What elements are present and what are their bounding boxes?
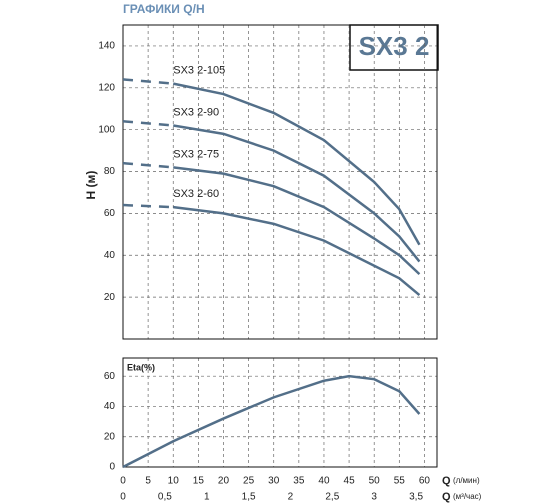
x2-axis-label: Q <box>442 491 451 503</box>
x-tick-label: 20 <box>218 476 230 487</box>
x-tick-label: 25 <box>243 476 255 487</box>
curve <box>122 120 174 127</box>
x-tick-label: 5 <box>145 476 151 487</box>
badge-box <box>349 24 439 71</box>
y-axis-label: Eta(%) <box>127 362 155 372</box>
y-tick-label: 140 <box>98 41 115 52</box>
x-tick-label: 0 <box>120 476 126 487</box>
curve <box>122 161 174 169</box>
curve <box>122 78 174 85</box>
curve <box>172 82 421 246</box>
series-label: SX3 2-60 <box>173 188 219 200</box>
plot-frame <box>122 24 438 340</box>
x2-tick-label: 2,5 <box>325 492 339 503</box>
x2-tick-label: 3 <box>371 492 377 503</box>
x2-tick-label: 1 <box>204 492 210 503</box>
y-tick-label: 60 <box>104 371 116 382</box>
x2-axis-unit: (м³/час) <box>453 492 482 501</box>
curve <box>122 374 421 469</box>
y-axis-label: H (м) <box>84 171 98 200</box>
x-tick-label: 45 <box>344 476 356 487</box>
x-tick-label: 30 <box>268 476 280 487</box>
x2-tick-label: 3,5 <box>409 492 423 503</box>
y-tick-label: 120 <box>98 82 115 93</box>
x-tick-label: 10 <box>168 476 180 487</box>
series-label: SX3 2-105 <box>173 65 225 77</box>
x-tick-label: 40 <box>318 476 330 487</box>
x-axis-label: Q <box>442 475 451 487</box>
y-tick-label: 60 <box>104 208 116 219</box>
x-tick-label: 35 <box>293 476 305 487</box>
y-tick-label: 40 <box>104 401 116 412</box>
curve <box>173 124 421 263</box>
y-tick-label: 20 <box>104 431 116 442</box>
y-tick-label: 0 <box>109 462 115 473</box>
x2-tick-label: 0,5 <box>158 492 172 503</box>
x-tick-label: 50 <box>369 476 381 487</box>
series-label: SX3 2-75 <box>173 148 219 160</box>
x2-tick-label: 1,5 <box>242 492 256 503</box>
y-tick-label: 80 <box>104 166 116 177</box>
x-axis-unit: (л/мин) <box>453 476 480 485</box>
x-tick-label: 55 <box>394 476 406 487</box>
series-label: SX3 2-90 <box>173 106 219 118</box>
x-tick-label: 15 <box>193 476 205 487</box>
x-tick-label: 60 <box>419 476 431 487</box>
x2-tick-label: 0 <box>120 492 126 503</box>
y-tick-label: 40 <box>104 250 116 261</box>
curve <box>173 205 421 297</box>
x2-tick-label: 2 <box>288 492 294 503</box>
curve <box>173 166 421 276</box>
page-title: ГРАФИКИ Q/H <box>123 2 205 16</box>
curve <box>122 203 174 209</box>
plot-frame <box>122 357 438 468</box>
y-tick-label: 100 <box>98 124 115 135</box>
y-tick-label: 20 <box>104 292 116 303</box>
